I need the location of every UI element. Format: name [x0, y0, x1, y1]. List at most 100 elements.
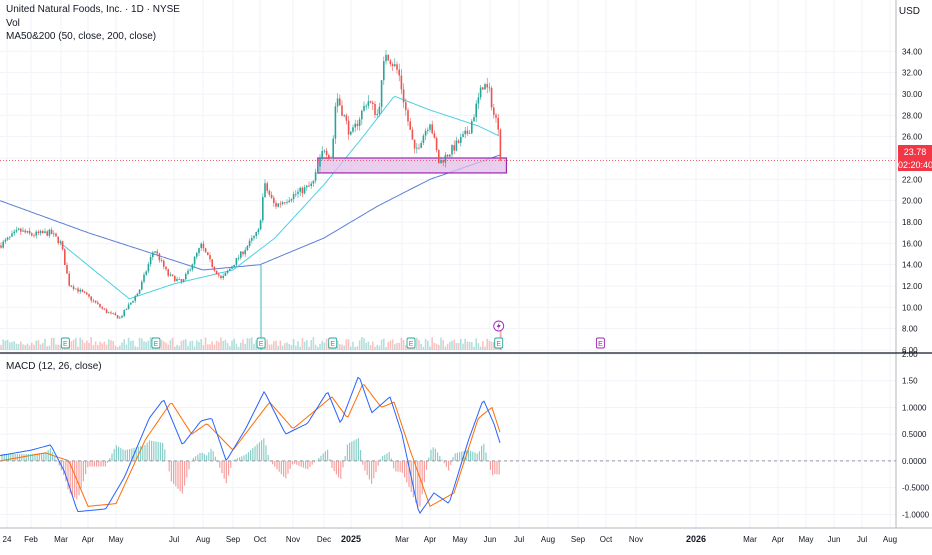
moving-average-indicator-label[interactable]: MA50&200 (50, close, 200, close): [6, 31, 157, 42]
macd-histogram-bar: [30, 454, 32, 461]
support-zone[interactable]: [317, 157, 508, 174]
macd-histogram-bar: [126, 449, 128, 461]
earnings-marker[interactable]: E: [328, 337, 338, 349]
candle-body: [365, 105, 367, 107]
time-tick-label: Apr: [772, 535, 785, 544]
macd-histogram-bar: [236, 458, 238, 461]
volume-bar: [273, 341, 275, 350]
volume-bar: [134, 346, 136, 350]
macd-histogram-bar: [496, 460, 498, 475]
volume-bar: [303, 341, 306, 350]
macd-histogram-bar: [342, 460, 344, 468]
candle-body: [367, 101, 370, 106]
volume-bar: [387, 341, 389, 350]
svg-text:E: E: [330, 341, 335, 348]
earnings-marker[interactable]: E: [494, 337, 504, 349]
candle-body: [402, 89, 405, 103]
macd-histogram-bar: [489, 460, 491, 470]
macd-histogram-bar: [254, 446, 256, 461]
volume-bar: [270, 344, 273, 350]
volume-bar: [391, 339, 394, 350]
earnings-marker[interactable]: E: [595, 337, 605, 349]
macd-histogram-bar: [415, 460, 417, 503]
candle-body: [400, 75, 403, 90]
candle-body: [268, 190, 271, 195]
candle-body: [189, 269, 191, 271]
volume-bar: [92, 345, 95, 350]
macd-histogram-bar: [256, 444, 258, 461]
macd-histogram-bar: [206, 455, 208, 461]
candle-body: [44, 231, 46, 233]
candle-body: [147, 264, 150, 272]
candle-body: [301, 187, 304, 194]
symbol-title[interactable]: United Natural Foods, Inc. · 1D · NYSE: [6, 4, 180, 15]
time-axis-labels: 24 Feb Mar Apr May Jul Aug Sep Oct Nov Dec 2025 Mar A…: [3, 534, 898, 544]
candle-body: [325, 150, 328, 156]
volume-bar: [369, 345, 372, 350]
macd-histogram-bar: [408, 460, 410, 487]
currency-label[interactable]: USD: [898, 6, 920, 17]
candle-body: [473, 117, 475, 122]
volume-indicator-label[interactable]: Vol: [6, 18, 20, 29]
volume-bar: [176, 344, 178, 350]
volume-bar: [343, 345, 345, 350]
macd-histogram-bar: [432, 447, 434, 461]
volume-bar: [189, 341, 191, 350]
macd-histogram-bar: [329, 459, 331, 461]
volume-bar: [0, 344, 2, 350]
volume-bar: [457, 342, 460, 350]
volume-bar: [171, 337, 174, 350]
macd-histogram-bar: [331, 460, 333, 469]
earnings-marker[interactable]: E: [256, 337, 266, 349]
candle-body: [350, 131, 352, 135]
candle-body: [270, 194, 273, 198]
candle-body: [334, 106, 337, 139]
macd-histogram-bar: [296, 460, 298, 465]
volume-bar: [110, 340, 112, 350]
macd-histogram-bar: [291, 460, 293, 465]
candle-body: [389, 60, 392, 64]
macd-histogram-bar: [162, 442, 164, 461]
price-tick-label: 28.00: [902, 111, 923, 120]
candle-body: [407, 110, 409, 122]
macd-histogram-bar: [74, 460, 76, 498]
candle-body: [77, 288, 79, 292]
candle-body: [499, 129, 502, 161]
candle-body: [193, 256, 196, 265]
volume-bar: [416, 337, 418, 350]
candle-body: [207, 252, 209, 256]
time-tick-label: Mar: [743, 535, 757, 544]
macd-histogram-bar: [278, 460, 280, 472]
candle-body: [57, 236, 59, 244]
volume-bar: [484, 346, 486, 350]
candle-body: [262, 197, 264, 221]
earnings-marker[interactable]: E: [151, 337, 161, 349]
macd-histogram-bar: [320, 455, 322, 461]
macd-histogram-bar: [170, 460, 172, 482]
volume-bar: [141, 338, 143, 350]
volume-bar: [295, 345, 297, 350]
lightning-icon[interactable]: [493, 320, 505, 332]
candle-body: [244, 250, 246, 255]
macd-indicator-label[interactable]: MACD (12, 26, close): [6, 361, 102, 372]
volume-bar: [385, 346, 387, 350]
candle-body: [68, 273, 70, 286]
volume-bar: [213, 344, 216, 350]
candle-body: [224, 272, 227, 276]
earnings-marker[interactable]: E: [406, 337, 416, 349]
volume-bar: [361, 337, 363, 350]
time-tick-label: Apr: [82, 535, 95, 544]
macd-histogram-bar: [338, 460, 340, 478]
candle-body: [163, 260, 165, 267]
volume-bar: [31, 342, 33, 350]
candle-body: [13, 231, 15, 234]
macd-histogram-bar: [188, 460, 190, 470]
volume-bar: [394, 344, 396, 350]
earnings-marker[interactable]: E: [60, 337, 70, 349]
macd-histogram-bar: [452, 457, 454, 461]
candle-body: [248, 240, 251, 247]
macd-histogram-bar: [32, 453, 34, 461]
macd-histogram-bar: [210, 448, 212, 461]
volume-bar: [490, 341, 493, 350]
